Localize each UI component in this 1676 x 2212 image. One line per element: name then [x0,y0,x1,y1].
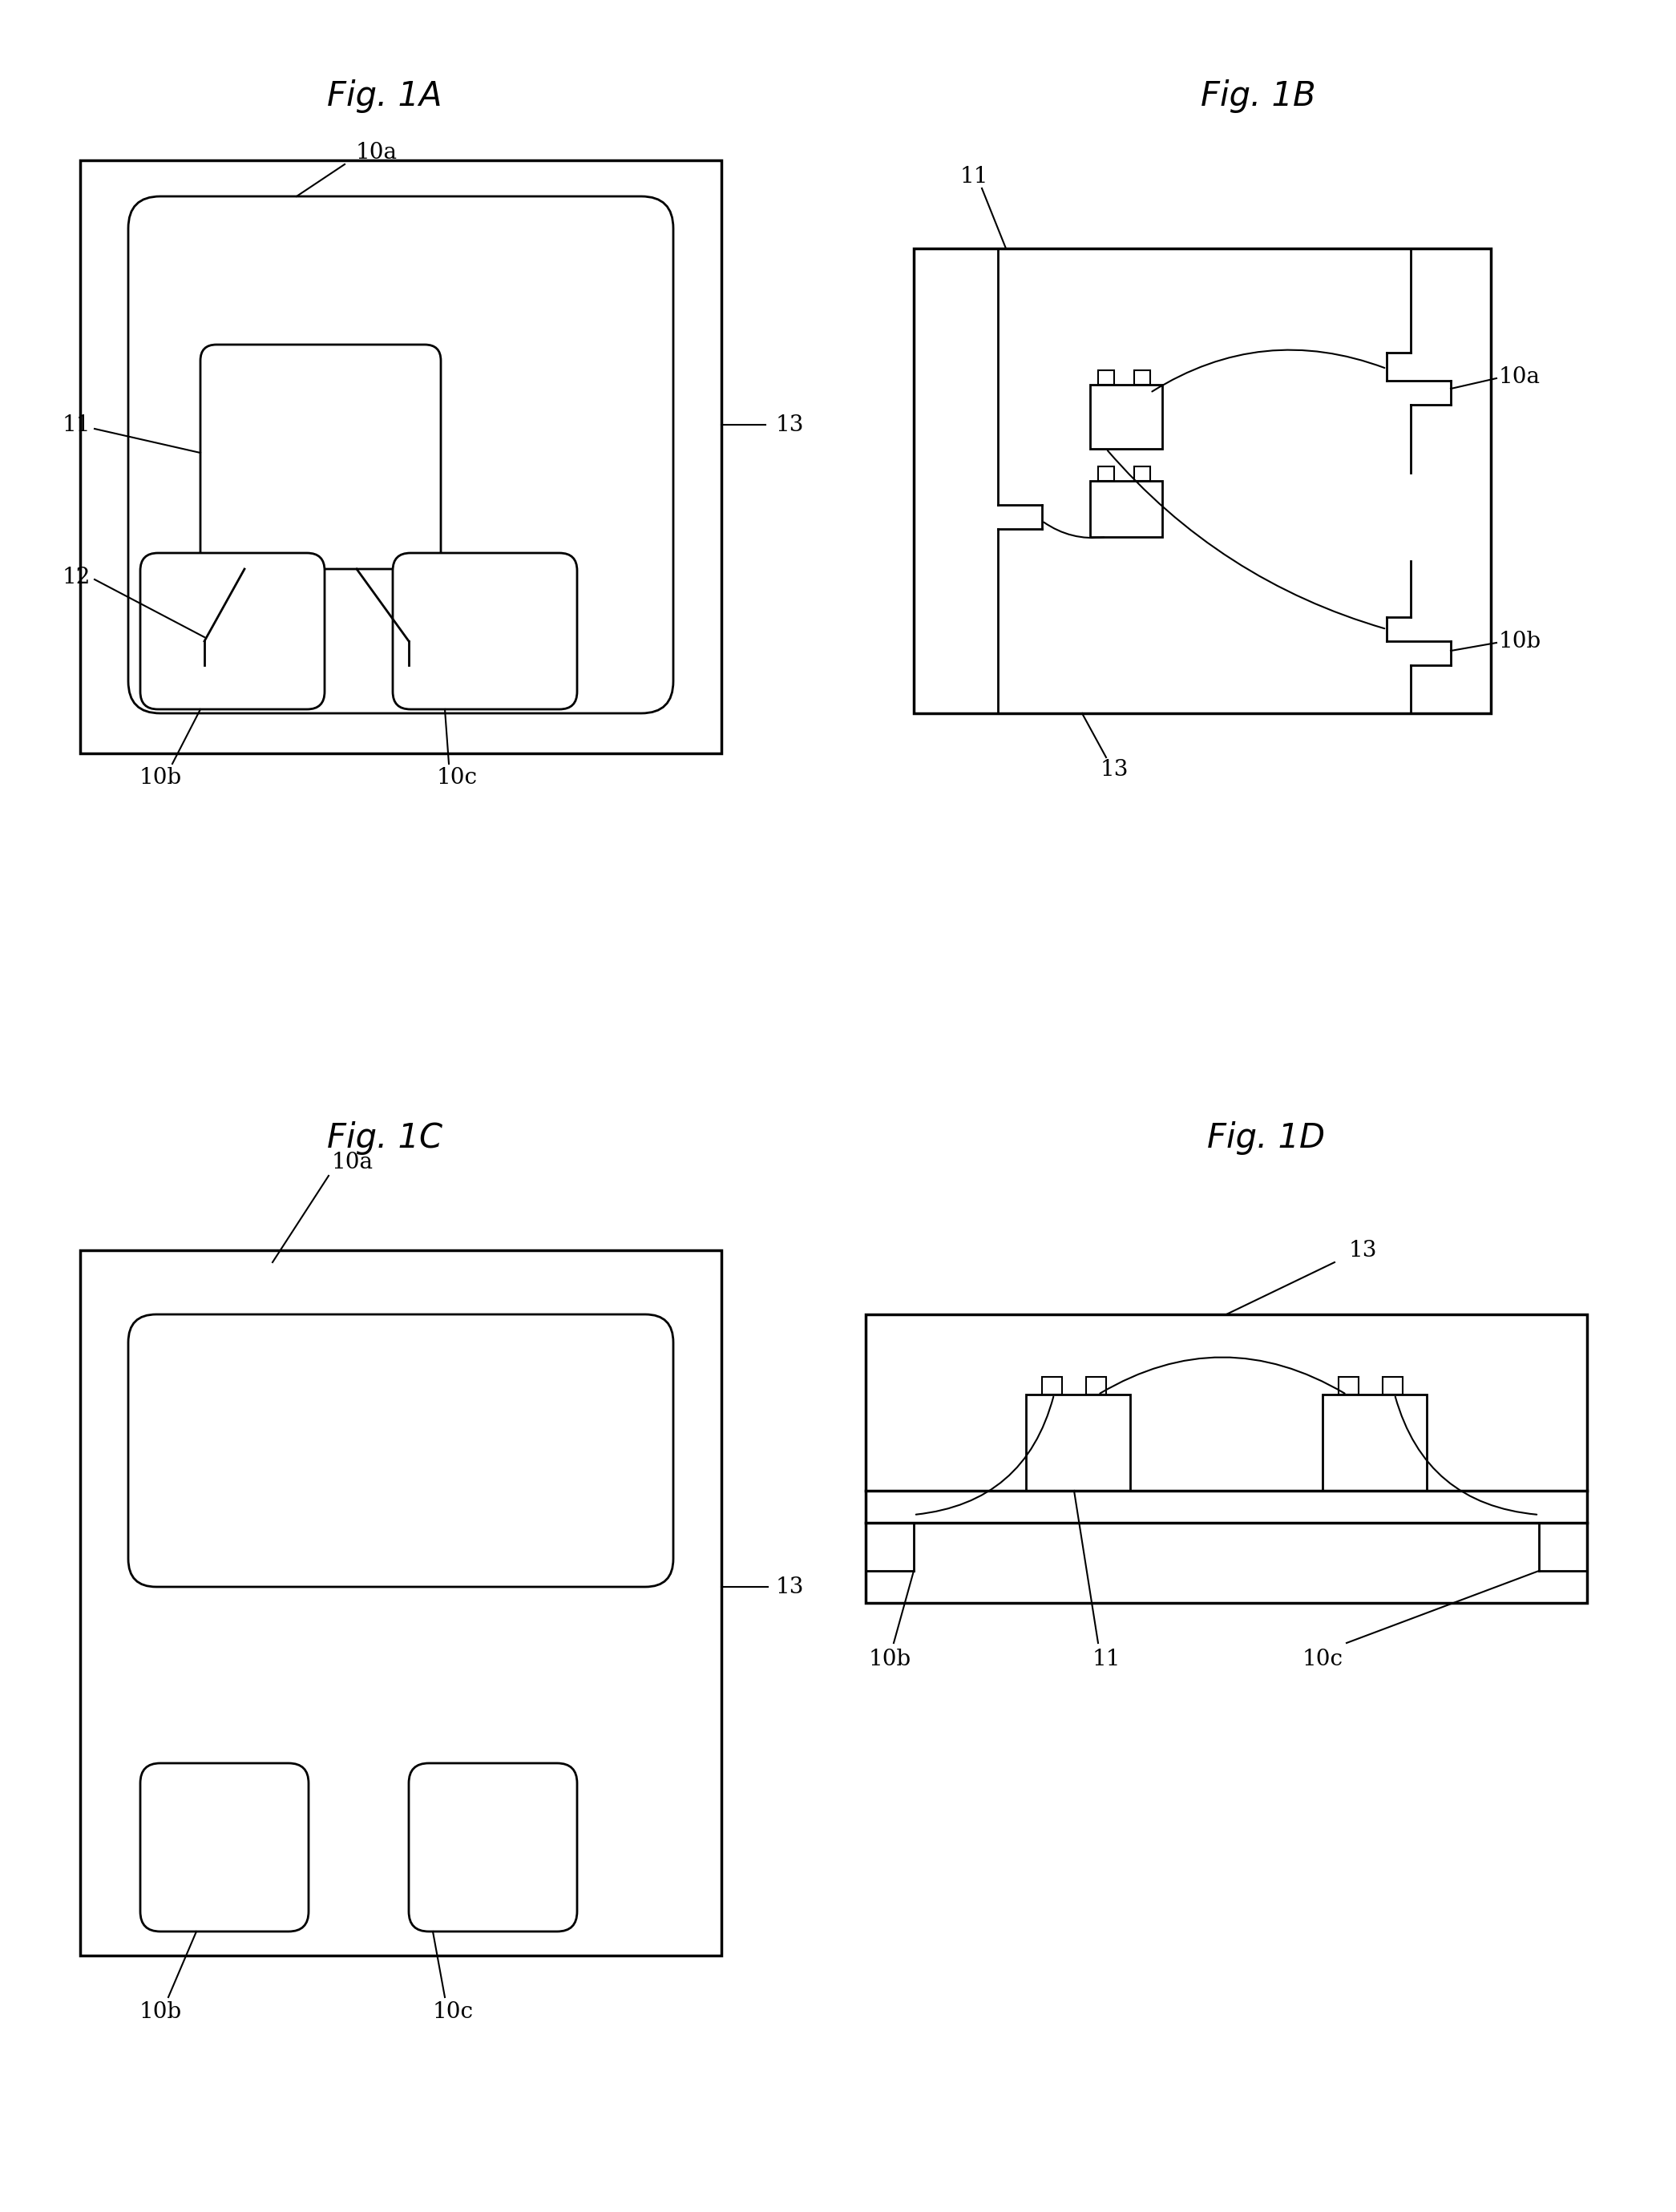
FancyBboxPatch shape [129,197,674,712]
Text: 10c: 10c [432,2002,473,2022]
Bar [1383,1376,1403,1394]
FancyBboxPatch shape [201,345,441,568]
Text: 10b: 10b [868,1648,912,1670]
Text: Fig. 1A: Fig. 1A [327,80,442,113]
Bar [1089,480,1161,538]
Bar [1339,1376,1359,1394]
Text: Fig. 1B: Fig. 1B [1202,80,1316,113]
Bar [1098,467,1115,480]
FancyBboxPatch shape [409,1763,577,1931]
Text: 13: 13 [1099,759,1128,781]
FancyBboxPatch shape [392,553,577,710]
Text: 10a: 10a [1498,365,1540,387]
Bar [1098,369,1115,385]
Text: 13: 13 [776,414,804,436]
Bar [80,159,721,754]
Bar [1086,1376,1106,1394]
Bar [1135,467,1150,480]
FancyBboxPatch shape [141,553,325,710]
Text: 13: 13 [776,1575,804,1597]
Text: 10b: 10b [139,768,181,787]
FancyBboxPatch shape [129,1314,674,1586]
Text: Fig. 1D: Fig. 1D [1207,1121,1326,1155]
Text: 13: 13 [1349,1239,1376,1261]
Bar [1135,369,1150,385]
Text: 10c: 10c [436,768,478,787]
Bar [913,248,1492,712]
Bar [1322,1394,1426,1491]
Bar [1089,385,1161,449]
Bar [1042,1376,1063,1394]
Text: 10a: 10a [355,142,397,164]
Text: 11: 11 [1091,1648,1120,1670]
Text: 11: 11 [62,414,91,436]
Bar [865,1314,1587,1604]
FancyBboxPatch shape [141,1763,308,1931]
Text: 10b: 10b [139,2002,181,2022]
Text: 10b: 10b [1498,630,1542,653]
Text: 10c: 10c [1302,1648,1342,1670]
Text: Fig. 1C: Fig. 1C [327,1121,442,1155]
Text: 12: 12 [62,566,91,588]
Text: 10a: 10a [332,1150,374,1172]
Bar [80,1250,721,1955]
Text: 11: 11 [960,166,989,188]
Bar [1026,1394,1130,1491]
